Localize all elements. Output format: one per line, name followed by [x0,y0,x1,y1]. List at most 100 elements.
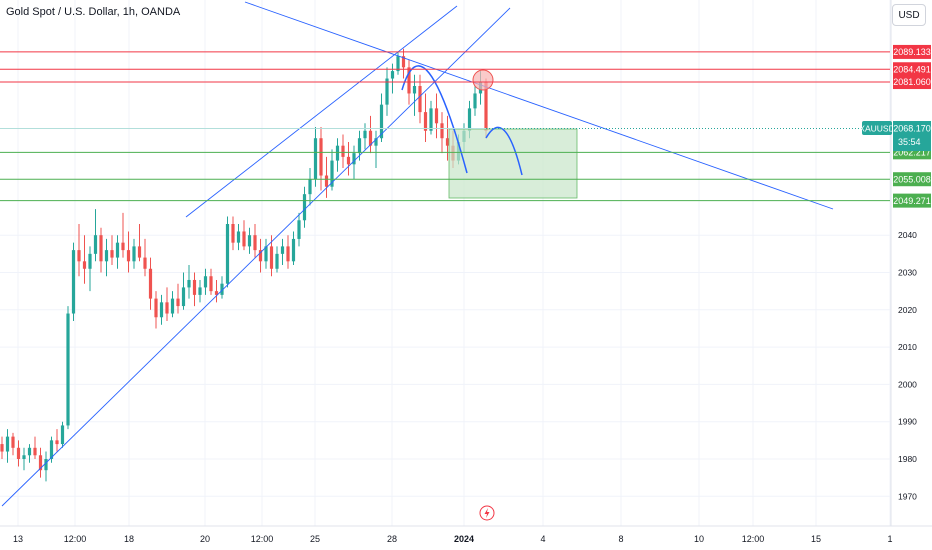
lightning-icon[interactable] [479,505,495,521]
candle-body [412,86,417,94]
candle-body [379,104,384,139]
candle-body [418,86,422,113]
candle-body [209,276,213,292]
candle-body [55,440,59,445]
level-label: 2055.008 [893,174,931,184]
y-tick-label: 1990 [898,417,917,427]
candle-body [203,276,208,288]
candle-body [104,250,109,262]
arc-drawing-forecast[interactable] [485,126,523,176]
target-zone[interactable] [448,128,578,199]
candle-body [5,436,10,452]
y-tick-label: 2040 [898,230,917,240]
x-tick-label: 1 [887,534,892,544]
y-tick-label: 1970 [898,491,917,501]
candle-body [16,447,21,459]
candle-body [181,287,186,307]
candle-body [302,194,307,221]
candle-body [319,138,323,176]
candle-body [423,112,428,131]
candle-body [44,459,48,471]
y-tick-label: 2010 [898,342,917,352]
candle-body [176,298,180,307]
candle-body [269,246,274,269]
level-label: 2084.491 [893,64,931,74]
candle-body [253,235,257,251]
candle-body [214,291,219,295]
candle-body [154,298,158,318]
candle-body [225,224,230,284]
candle-body [440,123,444,139]
candle-body [192,279,197,295]
candle-body [110,250,114,258]
candle-body [258,250,263,262]
candle-body [148,268,153,299]
y-tick-label: 2000 [898,379,917,389]
x-tick-label: 13 [13,534,23,544]
candle-body [396,56,400,72]
highlight-circle[interactable] [472,69,494,91]
candle-body [27,447,32,456]
x-tick-label: 28 [387,534,397,544]
candle-body [346,156,351,165]
candle-body [308,179,312,195]
candle-body [390,71,395,79]
x-tick-label: 12:00 [251,534,274,544]
x-tick-label: 12:00 [64,534,87,544]
y-tick-label: 1980 [898,454,917,464]
candle-body [363,130,367,139]
candle-body [0,444,4,452]
candle-body [484,82,488,131]
x-tick-label: 25 [310,534,320,544]
candle-body [77,250,81,262]
candle-body [297,220,301,239]
candle-body [275,253,279,269]
candle-body [407,67,411,94]
candle-body [473,93,477,109]
descending-trendline[interactable] [244,1,834,210]
channel-lower-line[interactable] [1,7,511,507]
candle-body [335,145,340,161]
currency-button[interactable]: USD [892,4,926,26]
candle-body [236,231,241,243]
level-label-box [893,172,931,187]
level-label-box [893,44,931,59]
candle-body [71,250,76,314]
candle-body [429,108,433,131]
y-tick-label: 2020 [898,305,917,315]
chart-title: Gold Spot / U.S. Dollar, 1h, OANDA [6,6,181,18]
candle-body [115,242,120,258]
x-tick-label: 4 [540,534,545,544]
candle-body [93,235,98,254]
candle-body [434,108,439,124]
candle-body [60,425,65,445]
candle-body [170,298,175,314]
candle-body [137,246,142,258]
candle-body [247,235,252,247]
level-label-box [893,193,931,208]
x-tick-label: 2024 [454,534,474,544]
last-price-countdown: 35:54 [898,137,921,147]
candle-body [66,313,70,426]
x-tick-label: 18 [124,534,134,544]
candle-body [352,153,356,165]
candle-body [49,440,54,459]
price-axis: 1970 1980 1990 2000 2010 2020 2030 2040 [890,0,917,526]
candle-body [198,287,202,295]
channel-upper-line[interactable] [185,5,458,218]
level-label-box [893,62,931,77]
x-tick-label: 12:00 [742,534,765,544]
time-axis: 13 12:00 18 20 12:00 25 28 2024 4 8 10 12:00 15 1 [0,525,932,544]
candle-body [220,283,224,295]
x-tick-label: 15 [811,534,821,544]
x-tick-label: 10 [694,534,704,544]
level-label-box [893,75,931,90]
candle-body [187,279,191,288]
candle-body [330,160,334,187]
candle-body [291,238,296,262]
candle-body [341,145,345,157]
y-tick-label: 2030 [898,268,917,278]
level-label: 2089.133 [893,47,931,57]
arc-drawing-top[interactable] [401,65,468,174]
